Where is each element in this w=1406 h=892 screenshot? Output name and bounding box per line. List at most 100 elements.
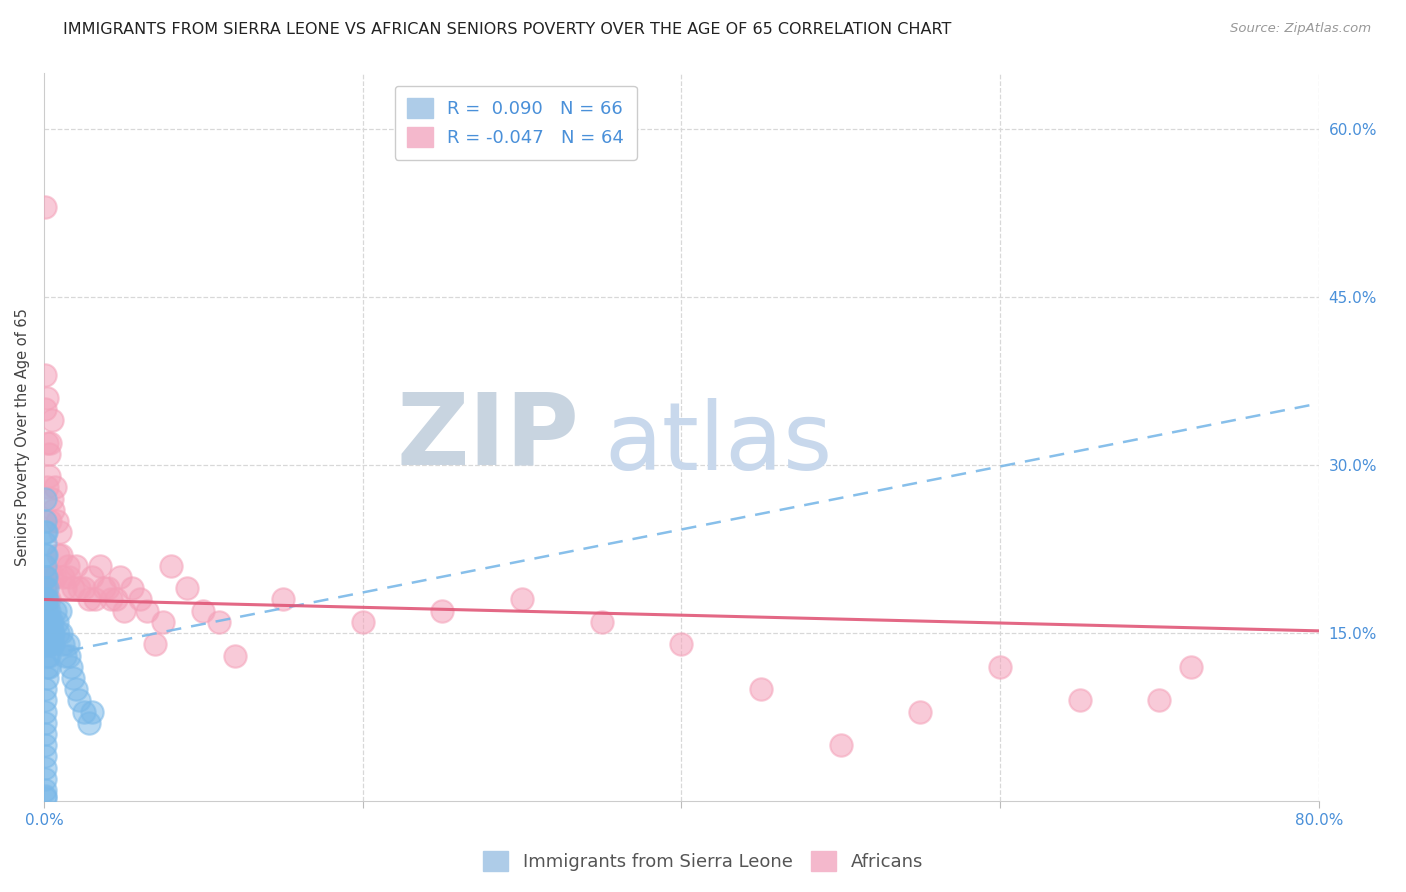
Point xyxy=(34,491,56,506)
Point xyxy=(510,592,533,607)
Point xyxy=(34,727,56,741)
Point xyxy=(35,637,58,651)
Point xyxy=(34,789,56,803)
Point xyxy=(34,368,56,383)
Point xyxy=(41,570,63,584)
Point xyxy=(34,760,56,774)
Point xyxy=(39,615,62,629)
Point xyxy=(910,705,932,719)
Point xyxy=(38,447,60,461)
Point xyxy=(110,570,132,584)
Point xyxy=(34,682,56,697)
Point xyxy=(52,637,75,651)
Point xyxy=(176,582,198,596)
Point xyxy=(988,659,1011,673)
Point xyxy=(145,637,167,651)
Point xyxy=(35,570,58,584)
Point xyxy=(42,503,65,517)
Point xyxy=(56,558,79,573)
Point xyxy=(35,648,58,663)
Point xyxy=(34,626,56,640)
Text: Source: ZipAtlas.com: Source: ZipAtlas.com xyxy=(1230,22,1371,36)
Point xyxy=(34,525,56,540)
Point xyxy=(34,772,56,786)
Point xyxy=(34,693,56,707)
Point xyxy=(67,582,90,596)
Point xyxy=(1180,659,1202,673)
Point xyxy=(34,705,56,719)
Point xyxy=(35,671,58,685)
Point xyxy=(34,582,56,596)
Text: ZIP: ZIP xyxy=(396,389,579,485)
Point xyxy=(38,592,60,607)
Point xyxy=(112,604,135,618)
Point xyxy=(34,715,56,730)
Point xyxy=(136,604,159,618)
Point xyxy=(41,615,63,629)
Point xyxy=(34,570,56,584)
Legend: R =  0.090   N = 66, R = -0.047   N = 64: R = 0.090 N = 66, R = -0.047 N = 64 xyxy=(395,86,637,160)
Point xyxy=(160,558,183,573)
Point xyxy=(62,582,84,596)
Point xyxy=(35,548,58,562)
Point xyxy=(93,582,115,596)
Point xyxy=(34,558,56,573)
Point xyxy=(38,626,60,640)
Point xyxy=(34,201,56,215)
Point xyxy=(271,592,294,607)
Point xyxy=(34,592,56,607)
Point xyxy=(152,615,174,629)
Point xyxy=(34,749,56,764)
Point xyxy=(128,592,150,607)
Point xyxy=(34,402,56,417)
Point xyxy=(49,604,72,618)
Point xyxy=(591,615,613,629)
Point xyxy=(51,626,73,640)
Point xyxy=(749,682,772,697)
Point xyxy=(671,637,693,651)
Point xyxy=(65,682,87,697)
Point xyxy=(77,715,100,730)
Point xyxy=(42,637,65,651)
Point xyxy=(38,648,60,663)
Point xyxy=(193,604,215,618)
Point xyxy=(1149,693,1171,707)
Point xyxy=(56,637,79,651)
Point xyxy=(34,604,56,618)
Point xyxy=(38,604,60,618)
Point xyxy=(53,582,76,596)
Point xyxy=(83,592,105,607)
Point xyxy=(38,637,60,651)
Point xyxy=(121,582,143,596)
Point xyxy=(100,592,122,607)
Point xyxy=(58,648,80,663)
Point xyxy=(35,525,58,540)
Point xyxy=(39,514,62,528)
Point xyxy=(45,615,67,629)
Point xyxy=(35,626,58,640)
Point xyxy=(34,783,56,797)
Point xyxy=(44,480,66,494)
Point xyxy=(97,582,120,596)
Point xyxy=(34,514,56,528)
Point xyxy=(34,790,56,805)
Point xyxy=(34,536,56,550)
Point xyxy=(80,570,103,584)
Point xyxy=(34,548,56,562)
Point xyxy=(1069,693,1091,707)
Point xyxy=(352,615,374,629)
Point xyxy=(62,671,84,685)
Point xyxy=(46,548,69,562)
Point xyxy=(45,514,67,528)
Point xyxy=(224,648,246,663)
Point xyxy=(89,558,111,573)
Point xyxy=(104,592,127,607)
Point xyxy=(34,582,56,596)
Point xyxy=(39,435,62,450)
Point xyxy=(73,705,96,719)
Point xyxy=(35,391,58,405)
Point xyxy=(35,615,58,629)
Point xyxy=(39,637,62,651)
Point xyxy=(35,570,58,584)
Point xyxy=(46,626,69,640)
